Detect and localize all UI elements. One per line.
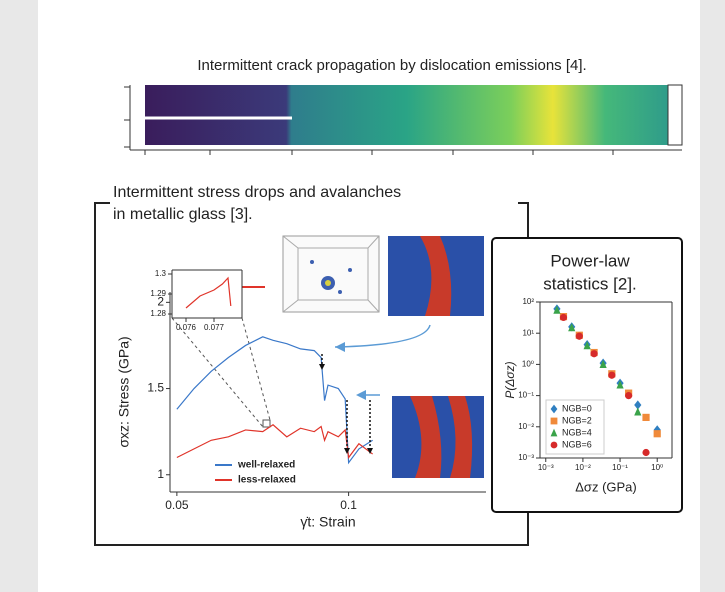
x-axis-label: Δσz (GPa) bbox=[575, 479, 637, 494]
point bbox=[642, 414, 649, 421]
y-tick-label: 1.29 bbox=[150, 289, 166, 298]
inset-background bbox=[172, 270, 242, 318]
legend-label: less-relaxed bbox=[238, 475, 296, 486]
x-tick-label: 0.05 bbox=[165, 498, 189, 512]
x-tick-label: 10⁻² bbox=[575, 463, 591, 472]
crack-caption: Intermittent crack propagation by disloc… bbox=[197, 57, 586, 74]
point bbox=[576, 333, 583, 340]
x-tick-label: 0.077 bbox=[204, 323, 225, 332]
slide: Intermittent crack propagation by disloc… bbox=[0, 0, 725, 592]
point bbox=[642, 449, 649, 456]
y-tick-label: 10⁻³ bbox=[518, 453, 534, 462]
x-axis-label: γ̇t: Strain bbox=[300, 514, 355, 530]
panel-title: Power-law bbox=[550, 251, 630, 270]
legend-label: NGB=4 bbox=[562, 427, 592, 437]
y-axis-label: P(Δσz) bbox=[503, 361, 517, 398]
y-tick-label: 10⁰ bbox=[522, 360, 534, 369]
y-tick-label: 10⁻² bbox=[518, 422, 534, 431]
y-tick-label: 1.5 bbox=[147, 381, 164, 395]
y-axis-label: σxz: Stress (GPa) bbox=[116, 336, 132, 447]
legend-label: NGB=0 bbox=[562, 403, 592, 413]
legend-label: NGB=2 bbox=[562, 415, 592, 425]
point bbox=[608, 372, 615, 379]
panel-title: in metallic glass [3]. bbox=[113, 206, 253, 223]
legend-label: NGB=6 bbox=[562, 439, 592, 449]
point bbox=[590, 350, 597, 357]
y-tick-label: 1 bbox=[157, 467, 164, 481]
point bbox=[625, 392, 632, 399]
x-tick-label: 10⁰ bbox=[651, 463, 663, 472]
x-tick-label: 0.1 bbox=[340, 498, 357, 512]
y-tick-label: 10² bbox=[522, 297, 534, 306]
y-tick-label: 10⁻¹ bbox=[518, 391, 534, 400]
x-tick-label: 0.076 bbox=[176, 323, 197, 332]
y-tick-label: 1.3 bbox=[155, 269, 167, 278]
y-tick-label: 10¹ bbox=[522, 328, 534, 337]
panel-title: statistics [2]. bbox=[543, 274, 637, 293]
point bbox=[560, 314, 567, 321]
x-tick-label: 10⁻¹ bbox=[612, 463, 628, 472]
y-tick-label: 1.28 bbox=[150, 309, 166, 318]
legend-label: well-relaxed bbox=[237, 460, 295, 471]
legend-marker bbox=[551, 442, 558, 449]
panel-title: Intermittent stress drops and avalanches bbox=[113, 184, 401, 201]
point bbox=[654, 430, 661, 437]
x-tick-label: 10⁻³ bbox=[538, 463, 554, 472]
legend-marker bbox=[551, 418, 558, 425]
crack-image bbox=[124, 85, 682, 155]
